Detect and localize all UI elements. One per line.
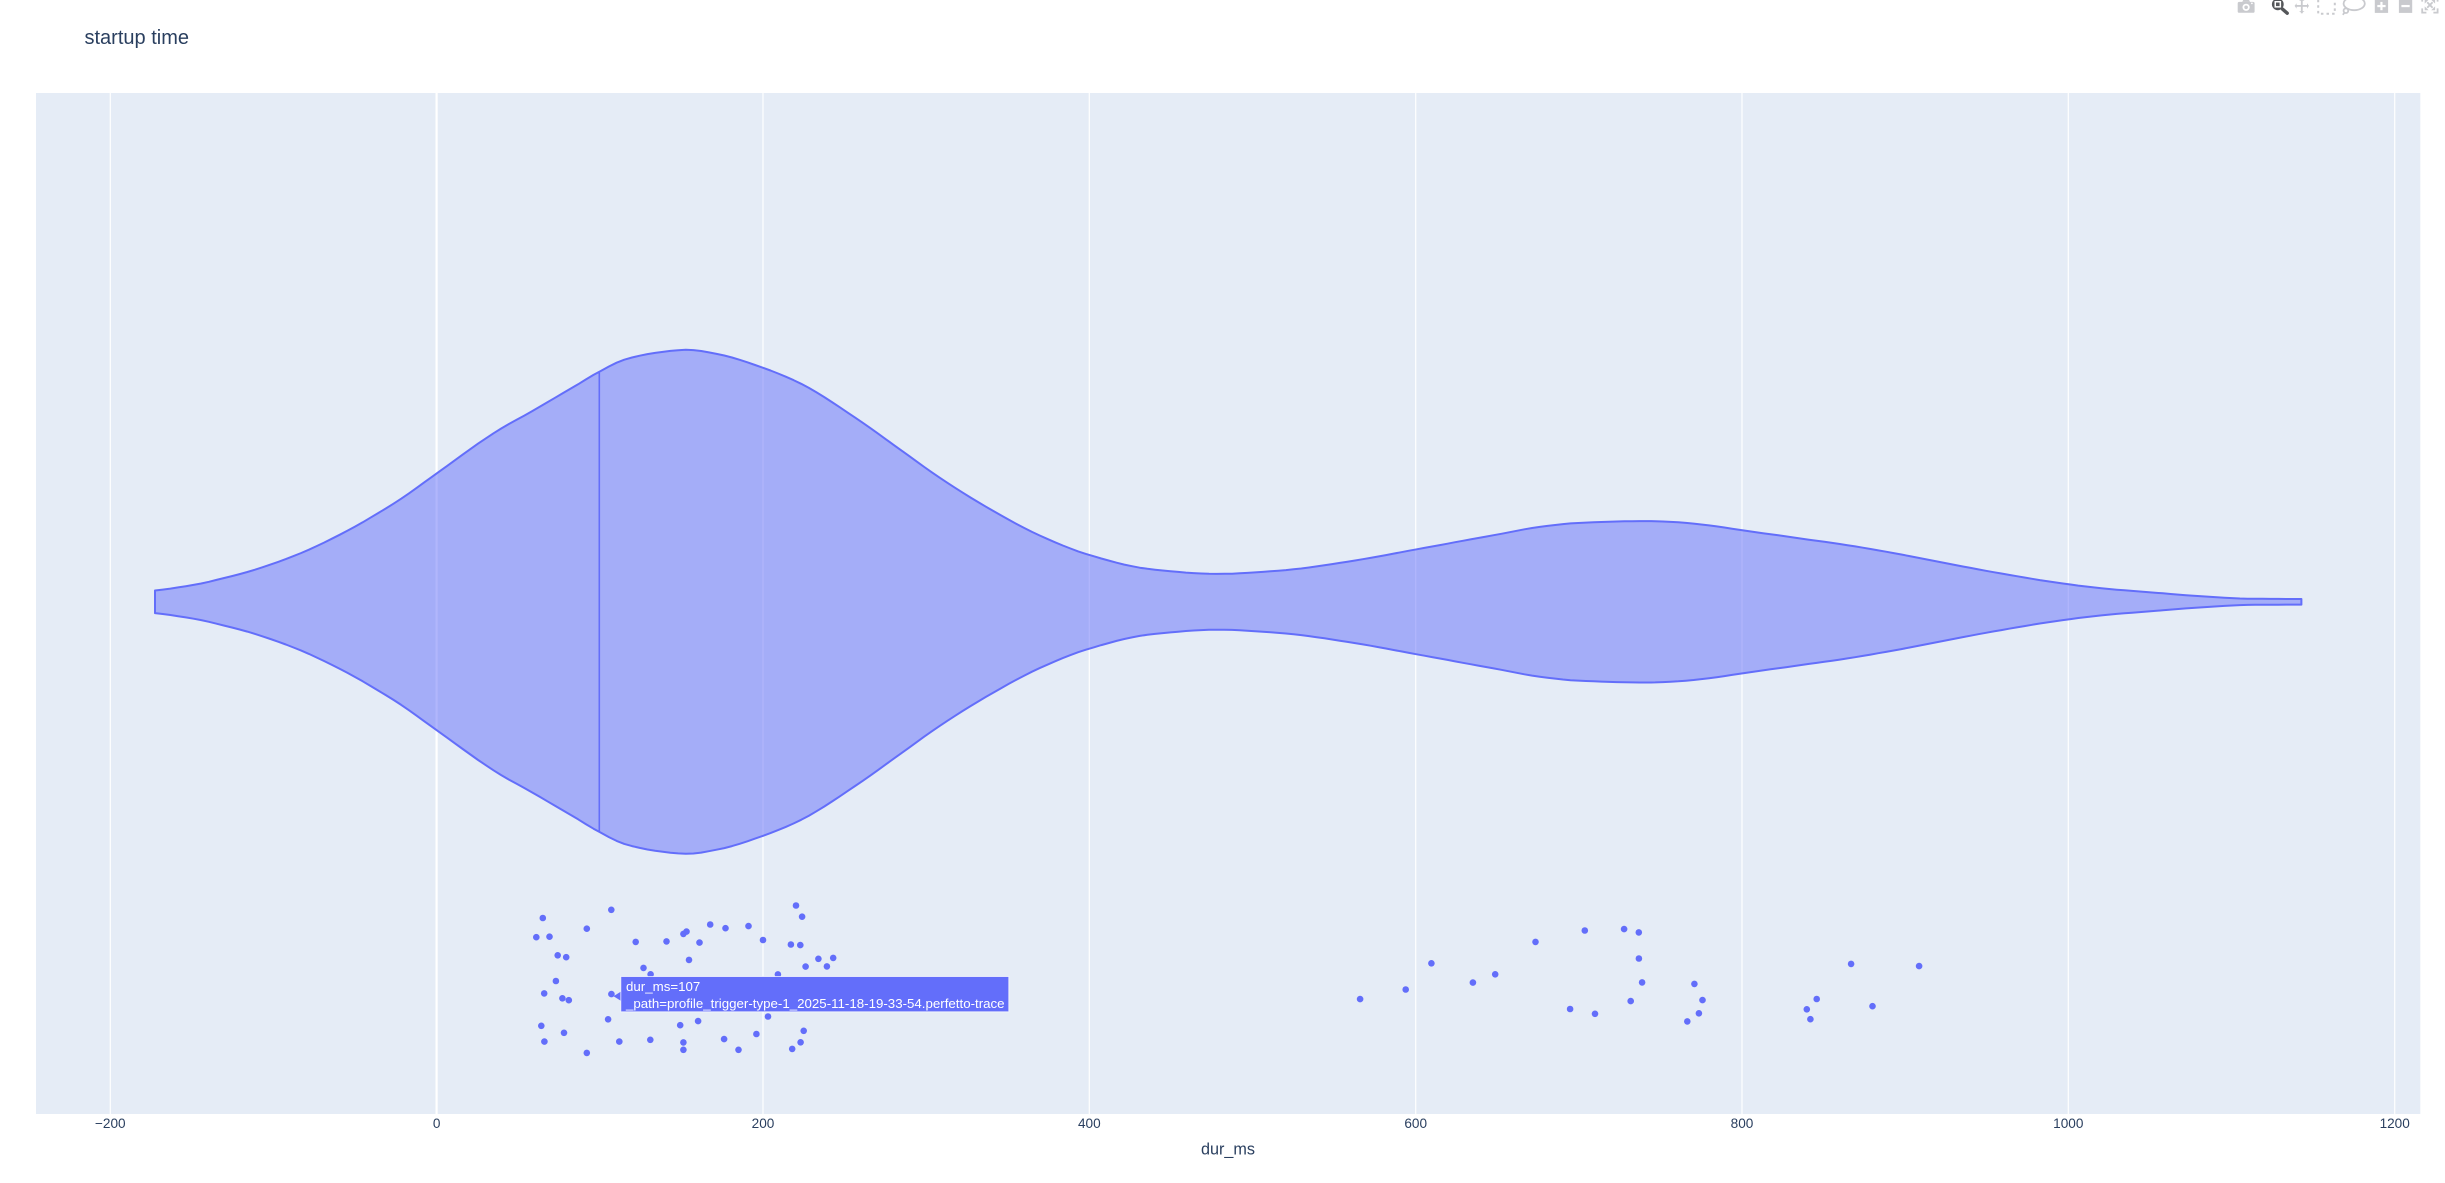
svg-text:−200: −200 [95, 1116, 126, 1131]
svg-text:0: 0 [433, 1116, 441, 1131]
svg-text:1200: 1200 [2380, 1116, 2411, 1131]
svg-text:200: 200 [752, 1116, 775, 1131]
svg-text:dur_ms=107: dur_ms=107 [626, 979, 700, 994]
svg-text:400: 400 [1078, 1116, 1101, 1131]
svg-text:800: 800 [1731, 1116, 1754, 1131]
svg-text:1000: 1000 [2053, 1116, 2084, 1131]
svg-text:600: 600 [1404, 1116, 1427, 1131]
svg-text:startup time: startup time [85, 27, 189, 49]
svg-text:_path=profile_trigger-type-1_2: _path=profile_trigger-type-1_2025-11-18-… [625, 996, 1005, 1011]
svg-text:dur_ms: dur_ms [1201, 1141, 1255, 1159]
